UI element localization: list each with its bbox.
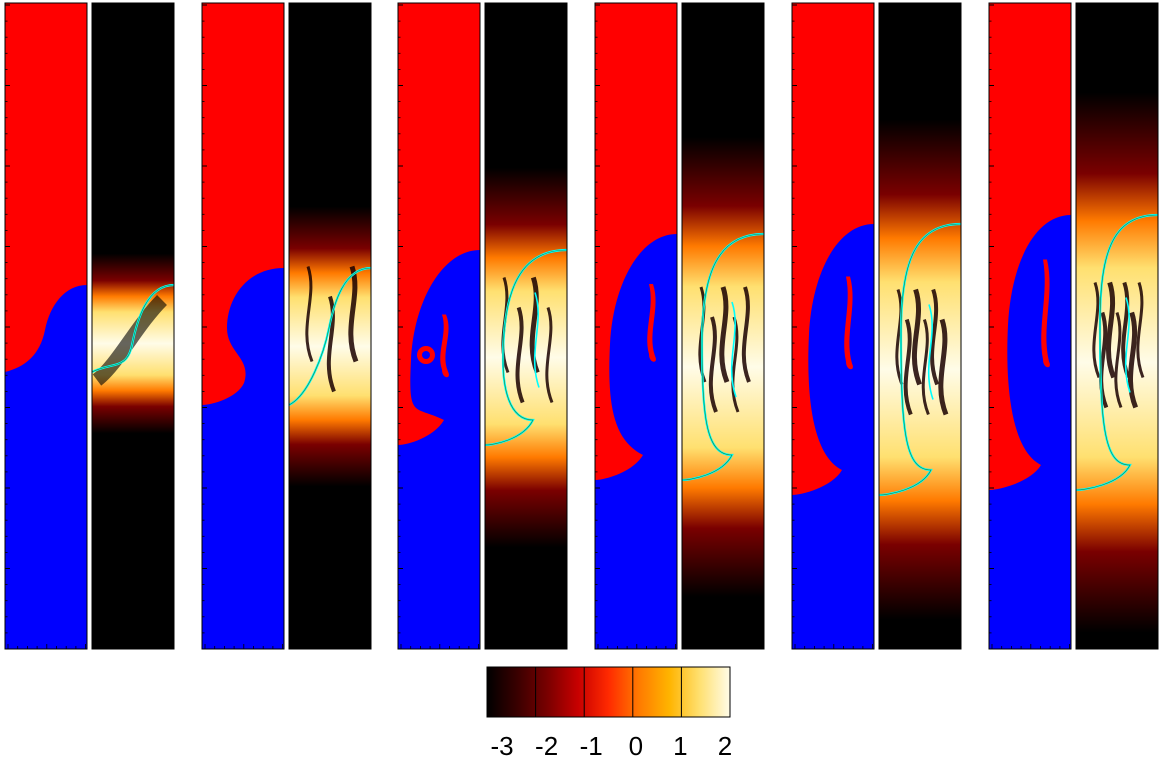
dark-streak	[545, 307, 554, 404]
colorbar-gradient	[486, 666, 731, 718]
colorbar: -3 -2 -1 0 1 2	[486, 666, 732, 761]
panel-6	[988, 2, 1159, 650]
dark-streak	[741, 286, 751, 383]
dark-band	[92, 295, 168, 386]
entrained-filament	[440, 314, 449, 378]
dark-streak	[921, 319, 930, 416]
magnitude-field	[1076, 3, 1158, 649]
panel-grid	[4, 2, 1159, 650]
colorbar-tick-labels: -3 -2 -1 0 1 2	[490, 731, 732, 761]
phase-panel-frame	[201, 2, 285, 650]
dark-streak	[719, 286, 730, 383]
panel-1	[4, 2, 175, 650]
colorbar-tick-label: 0	[629, 731, 643, 761]
dark-streak	[1092, 282, 1101, 379]
dark-streak	[903, 318, 913, 416]
colorbar-tick-label: -2	[535, 731, 558, 761]
phase-lower-fluid	[792, 224, 874, 649]
phase-lower-fluid	[398, 250, 480, 649]
magnitude-panel-frame	[91, 2, 175, 650]
panel-5	[791, 2, 962, 650]
panel-3	[397, 2, 568, 650]
magnitude-panel-frame	[681, 2, 765, 650]
phase-lower-fluid	[202, 268, 284, 649]
dark-streak	[1099, 311, 1109, 409]
phase-panel-frame	[791, 2, 875, 650]
magnitude-panel-frame	[484, 2, 568, 650]
dark-streak	[731, 316, 740, 413]
vortex-structures	[895, 288, 949, 416]
vortex-structures	[305, 265, 359, 393]
vortex-structures	[92, 295, 168, 386]
panel-4	[594, 2, 765, 650]
dark-streak	[938, 318, 949, 416]
interface-contour-inner	[1075, 214, 1159, 491]
phase-lower-fluid	[989, 215, 1071, 649]
magnitude-field	[879, 3, 961, 649]
dark-streak	[348, 265, 359, 363]
filament-contour	[533, 292, 540, 388]
dark-streak	[1128, 311, 1139, 409]
entrained-filament	[647, 284, 656, 362]
phase-lower-fluid	[595, 234, 677, 649]
dark-streak	[1136, 282, 1145, 379]
dark-streak	[305, 266, 314, 363]
dark-streak	[326, 295, 336, 393]
dark-streak	[911, 288, 922, 386]
phase-panel-frame	[988, 2, 1072, 650]
interface-contour-inner	[288, 267, 372, 406]
magnitude-panel-frame	[288, 2, 372, 650]
dark-streak	[895, 289, 904, 386]
colorbar-tick-label: -3	[490, 731, 513, 761]
interface-contour-inner	[91, 284, 175, 373]
entrained-filament	[844, 276, 853, 370]
dark-streak	[1106, 281, 1117, 379]
dark-streak	[708, 316, 718, 413]
phase-lower-fluid	[5, 285, 87, 649]
entrained-filament	[1041, 259, 1050, 368]
filament-contour	[1124, 297, 1131, 393]
magnitude-panel-frame	[1075, 2, 1159, 650]
dark-streak	[515, 306, 525, 404]
filament-contour	[730, 301, 737, 398]
phase-panel-frame	[594, 2, 678, 650]
colorbar-tick-label: 1	[673, 731, 687, 761]
filament-contour	[927, 304, 934, 400]
magnitude-panel-frame	[878, 2, 962, 650]
colorbar-tick-label: -1	[580, 731, 603, 761]
colorbar-tick-label: 2	[718, 731, 732, 761]
interface-contour-inner	[878, 223, 962, 496]
interface-contour-inner	[484, 249, 568, 446]
phase-panel-frame	[397, 2, 481, 650]
dark-streak	[930, 288, 940, 386]
vortex-center	[422, 351, 430, 359]
interface-contour-inner	[681, 233, 765, 481]
magnitude-field	[485, 3, 567, 649]
panel-2	[201, 2, 372, 650]
dark-streak	[1114, 312, 1123, 409]
phase-panel-frame	[4, 2, 88, 650]
colorbar-dividers	[535, 667, 682, 717]
